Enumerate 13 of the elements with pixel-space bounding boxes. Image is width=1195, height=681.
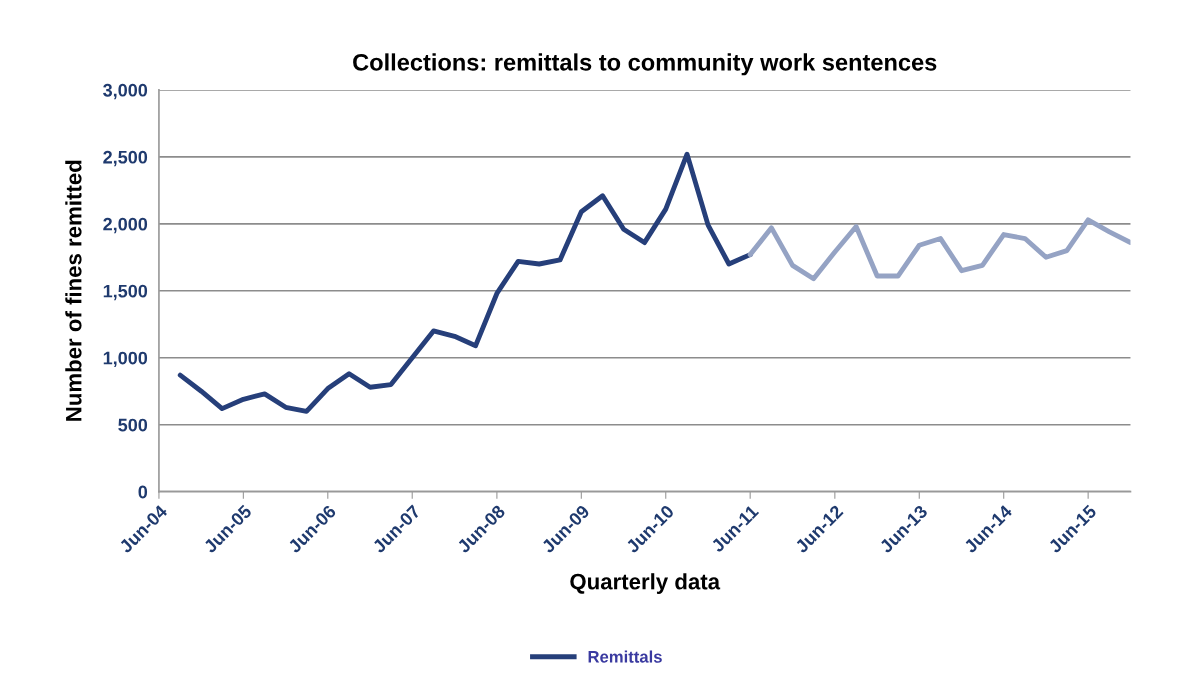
y-tick-label: 0 xyxy=(138,485,148,499)
y-tick-label: 2,500 xyxy=(103,150,148,167)
y-tick-label: 1,000 xyxy=(103,351,148,368)
y-tick-label: 3,000 xyxy=(103,83,148,100)
chart-title: Collections: remittals to community work sentences xyxy=(353,53,937,76)
legend-label: Remittals xyxy=(588,650,662,663)
line-series xyxy=(177,151,753,414)
y-tick-label: 1,500 xyxy=(103,284,148,301)
y-axis-title: Number of fines remitted xyxy=(65,160,82,421)
x-axis-title: Quarterly data xyxy=(570,573,721,594)
y-tick-label: 500 xyxy=(118,418,148,432)
y-tick-label: 2,000 xyxy=(103,217,148,234)
line-series xyxy=(747,217,1131,282)
